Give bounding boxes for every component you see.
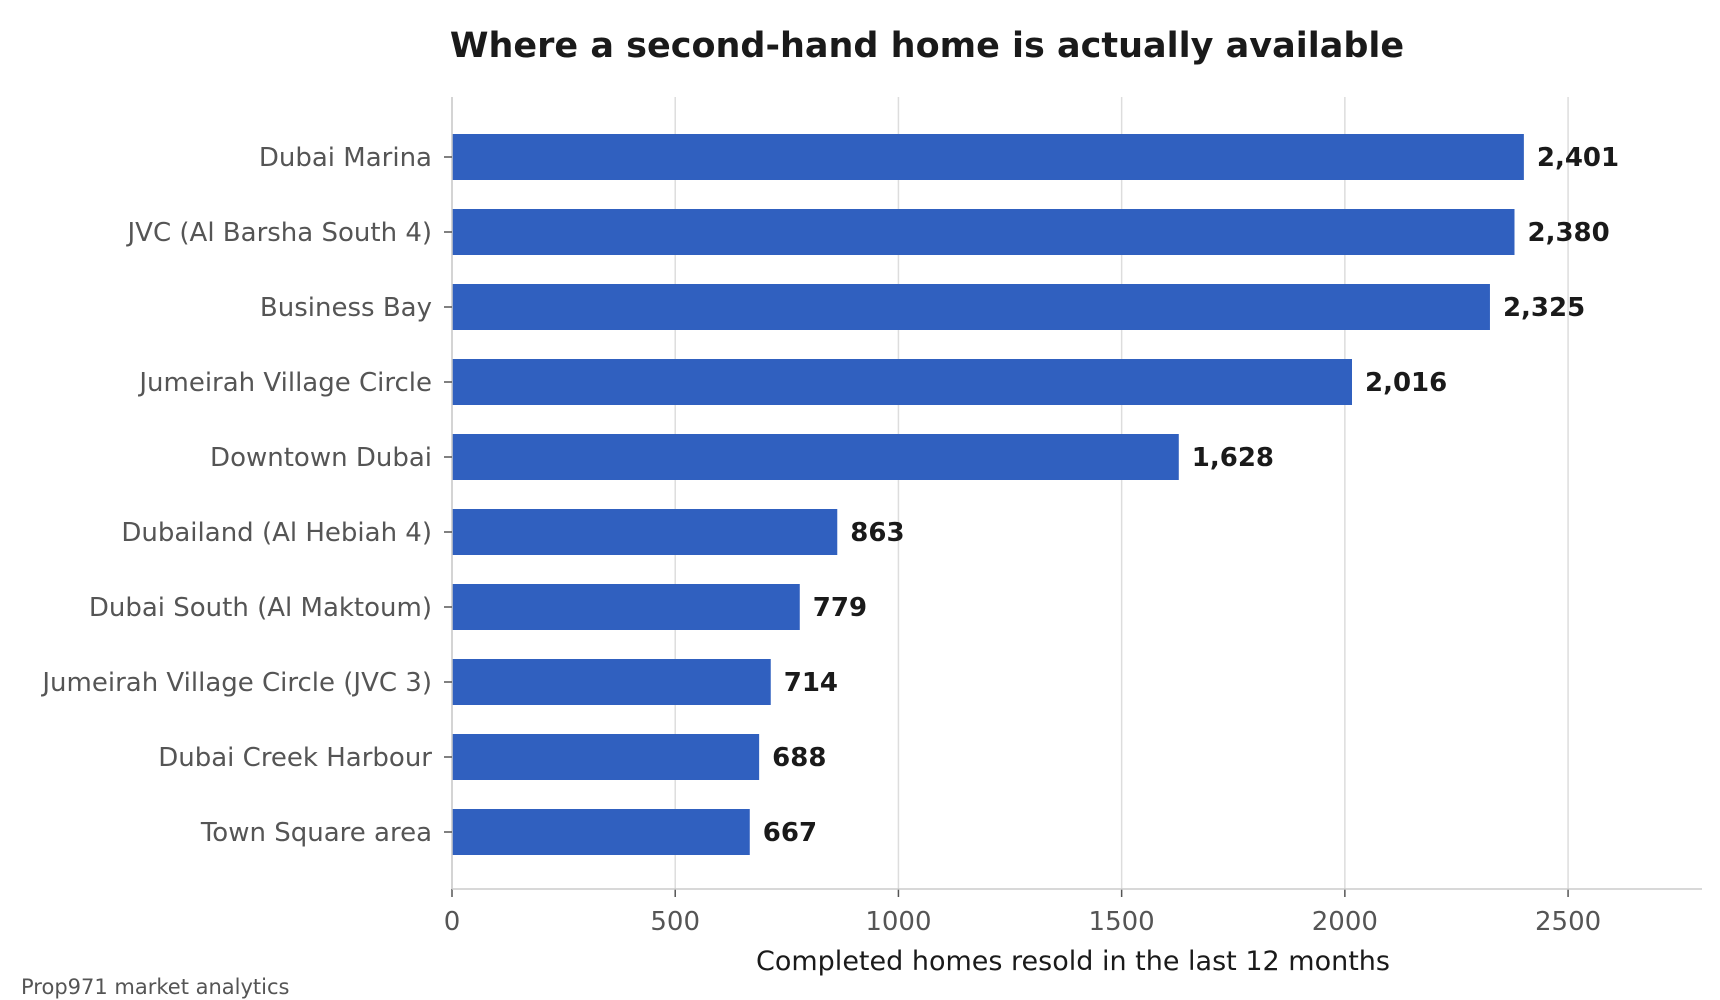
- data-label: 714: [784, 668, 838, 698]
- category-label: Jumeirah Village Circle: [137, 368, 432, 398]
- data-label: 2,401: [1537, 143, 1619, 173]
- category-label: JVC (Al Barsha South 4): [126, 218, 432, 248]
- data-label: 2,325: [1503, 293, 1585, 323]
- category-label: Jumeirah Village Circle (JVC 3): [40, 668, 432, 698]
- category-label: Downtown Dubai: [210, 443, 432, 473]
- data-label: 667: [763, 818, 817, 848]
- data-label: 779: [813, 593, 867, 623]
- bars: 2,401 2,380 2,325 2,016 1,628 863 779 714 688 667: [452, 134, 1619, 855]
- bar: [452, 284, 1490, 330]
- data-label: 863: [850, 518, 904, 548]
- bar: [452, 509, 838, 555]
- bar: [452, 134, 1524, 180]
- category-label: Town Square area: [200, 818, 432, 848]
- x-axis-label: Completed homes resold in the last 12 mo…: [756, 946, 1390, 977]
- bar: [452, 659, 771, 705]
- bar: [452, 209, 1515, 255]
- bar: [452, 809, 750, 855]
- category-label: Dubailand (Al Hebiah 4): [121, 518, 432, 548]
- bar: [452, 584, 800, 630]
- x-tick-label: 2500: [1535, 907, 1601, 937]
- data-label: 2,016: [1365, 368, 1447, 398]
- x-tick-label: 1500: [1089, 907, 1155, 937]
- data-label: 2,380: [1528, 218, 1610, 248]
- data-label: 1,628: [1192, 443, 1274, 473]
- bar: [452, 359, 1352, 405]
- category-label: Dubai South (Al Maktoum): [89, 593, 432, 623]
- x-tick-label: 2000: [1312, 907, 1378, 937]
- x-tick-label: 1000: [865, 907, 931, 937]
- x-tick-label: 500: [650, 907, 700, 937]
- category-label: Business Bay: [260, 293, 432, 323]
- x-tick-label: 0: [444, 907, 461, 937]
- chart-title: Where a second-hand home is actually ava…: [450, 26, 1404, 66]
- data-label: 688: [772, 743, 826, 773]
- bar: [452, 434, 1179, 480]
- bar: [452, 734, 760, 780]
- source-note: Prop971 market analytics: [21, 975, 290, 999]
- category-label: Dubai Marina: [259, 143, 432, 173]
- category-label: Dubai Creek Harbour: [158, 743, 432, 773]
- axes: 0 500 1000 1500 2000 2500 Dubai Marina JVC (Al …: [40, 97, 1702, 937]
